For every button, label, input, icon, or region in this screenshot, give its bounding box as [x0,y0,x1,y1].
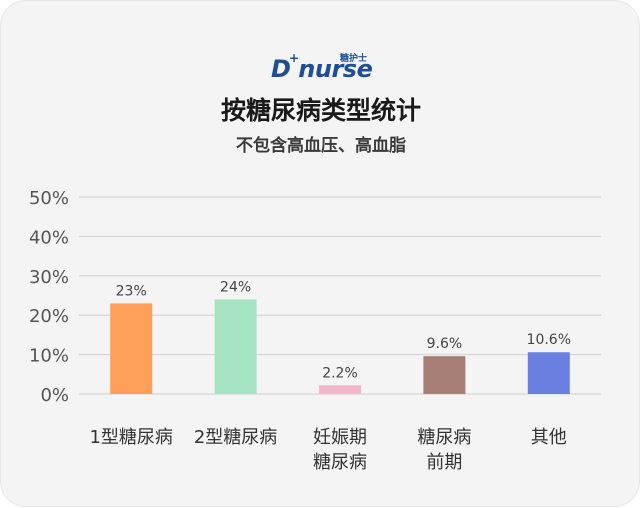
x-tick-label: 糖尿病 [417,427,471,448]
data-label: 23% [116,283,147,299]
logo-wordmark: D nurse [271,55,373,83]
chart-subtitle: 不包含高血压、高血脂 [236,136,406,156]
x-tick-label: 妊娠期 [313,427,367,448]
x-tick-label: 前期 [426,452,462,473]
bar [110,303,153,394]
bar [527,352,570,394]
y-tick-label: 0% [40,385,69,406]
y-tick-label: 30% [29,267,69,288]
y-tick-label: 20% [29,306,69,327]
logo-tag: 糖护士 [340,54,368,64]
chart-title: 按糖尿病类型统计 [220,96,421,125]
data-label: 10.6% [527,332,571,348]
y-tick-label: 50% [29,188,69,209]
y-tick-label: 10% [29,346,69,367]
data-label: 2.2% [322,365,358,381]
x-tick-label: 2型糖尿病 [194,427,277,448]
logo-plus-icon: + [289,51,300,65]
bar [214,299,257,394]
bar [319,385,361,394]
y-tick-label: 40% [29,227,69,248]
x-tick-label: 其他 [531,427,567,448]
bar [423,356,466,394]
data-label: 9.6% [427,336,463,352]
x-tick-label: 糖尿病 [313,452,367,473]
data-label: 24% [220,279,251,295]
dnurse-logo: D nurse + 糖护士 [271,51,381,83]
x-tick-label: 1型糖尿病 [89,427,172,448]
